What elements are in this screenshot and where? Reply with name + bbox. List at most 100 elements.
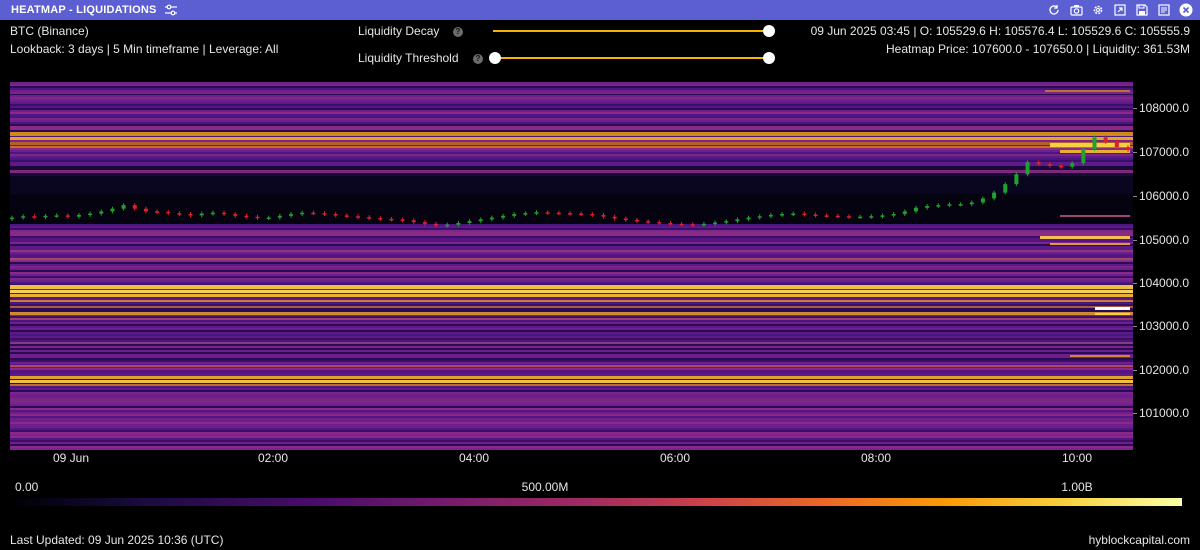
heatmap-band (10, 164, 1133, 166)
liquidity-threshold-label: Liquidity Threshold (358, 51, 459, 65)
save-icon[interactable] (1134, 2, 1150, 18)
heatmap-band (10, 338, 1133, 340)
heatmap-band (10, 340, 1133, 342)
heatmap-band (10, 380, 1133, 383)
candle-down (601, 214, 606, 217)
heatmap-band (10, 416, 1133, 418)
heatmap-band (10, 386, 1133, 388)
share-icon[interactable] (1112, 2, 1128, 18)
candle-down (411, 220, 416, 223)
heatmap-band (10, 376, 1133, 379)
candle-down (1059, 165, 1064, 168)
heatmap-band (10, 400, 1133, 402)
heatmap-band (10, 312, 1133, 315)
y-tick-mark (1133, 370, 1137, 371)
heatmap-band (10, 254, 1133, 256)
legend-max-label: 1.00B (1061, 480, 1093, 494)
heatmap-band (10, 98, 1133, 100)
heatmap-band (10, 110, 1133, 112)
candle-up (534, 212, 539, 214)
heatmap-band (10, 86, 1133, 88)
heatmap-band (10, 430, 1133, 432)
liquidity-threshold-track[interactable] (495, 57, 769, 59)
copy-icon[interactable] (1156, 2, 1172, 18)
heatmap-band (10, 152, 1133, 154)
candle-up (1092, 137, 1097, 149)
candle-up (925, 206, 930, 208)
candle-down (367, 217, 372, 219)
heatmap-band (10, 126, 1133, 128)
candle-down (188, 214, 193, 216)
candle-down (556, 212, 561, 215)
heatmap-band (10, 248, 1133, 250)
candle-down (802, 213, 807, 216)
y-tick-mark (1133, 240, 1137, 241)
heatmap-readout: Heatmap Price: 107600.0 - 107650.0 | Liq… (886, 42, 1190, 56)
threshold-help-icon[interactable]: ? (473, 54, 483, 64)
heatmap-band (10, 276, 1133, 278)
candle-down (668, 222, 673, 225)
heatmap-band (10, 438, 1133, 440)
heatmap-band (10, 268, 1133, 270)
candle-down (222, 212, 227, 215)
liquidity-threshold-max-handle[interactable] (763, 52, 775, 64)
heatmap-band (10, 370, 1133, 372)
heatmap-band (10, 132, 1133, 136)
liquidity-decay-track[interactable] (493, 30, 769, 32)
heatmap-band (10, 398, 1133, 400)
liquidity-threshold-min-handle[interactable] (489, 52, 501, 64)
heatmap-band (10, 270, 1133, 272)
heatmap-band (10, 260, 1133, 262)
candle-up (501, 215, 506, 218)
candle-up (277, 215, 282, 218)
candle-up (512, 214, 517, 216)
candle-down (1126, 147, 1130, 150)
candle-up (780, 214, 785, 216)
candle-up (523, 213, 528, 215)
heatmap-band (10, 106, 1133, 108)
tune-icon[interactable] (164, 4, 177, 16)
color-scale-bar (10, 498, 1182, 506)
heatmap-band (10, 266, 1133, 268)
candle-up (713, 222, 718, 225)
refresh-icon[interactable] (1046, 2, 1062, 18)
heatmap-band (10, 142, 1133, 145)
heatmap-band (10, 100, 1133, 102)
heatmap-band (10, 238, 1133, 240)
candle-up (210, 212, 215, 215)
settings-summary: Lookback: 3 days | 5 Min timeframe | Lev… (10, 42, 279, 56)
heatmap-band (10, 330, 1133, 332)
decay-help-icon[interactable]: ? (453, 27, 463, 37)
heatmap-band (10, 308, 1133, 310)
heatmap-band (10, 88, 1133, 90)
candle-down (590, 214, 595, 216)
last-updated: Last Updated: 09 Jun 2025 10:36 (UTC) (10, 533, 224, 547)
brand-link[interactable]: hyblockcapital.com (1088, 533, 1190, 547)
heatmap-band (10, 256, 1133, 258)
candle-up (199, 213, 204, 216)
candle-up (478, 219, 483, 222)
ohlc-readout: 09 Jun 2025 03:45 | O: 105529.6 H: 10557… (810, 24, 1190, 38)
heatmap-band (10, 232, 1133, 234)
gear-icon[interactable] (1090, 2, 1106, 18)
candle-down (65, 215, 70, 217)
y-tick-mark (1133, 413, 1137, 414)
y-tick-label: 103000.0 (1139, 319, 1190, 333)
heatmap-hotspot (1040, 236, 1130, 239)
x-tick-label: 10:00 (1061, 451, 1093, 465)
liquidity-decay-handle[interactable] (763, 25, 775, 37)
candle-up (54, 215, 59, 217)
candle-up (10, 217, 14, 220)
x-tick-label: 02:00 (257, 451, 289, 465)
y-tick-mark (1133, 326, 1137, 327)
y-tick-label: 108000.0 (1139, 101, 1190, 115)
candle-up (791, 213, 796, 216)
close-icon[interactable] (1178, 2, 1194, 18)
heatmap-band (10, 354, 1133, 356)
camera-icon[interactable] (1068, 2, 1084, 18)
heatmap-band (10, 352, 1133, 354)
heatmap-band (10, 432, 1133, 434)
candle-down (612, 216, 617, 219)
candle-up (992, 192, 997, 199)
